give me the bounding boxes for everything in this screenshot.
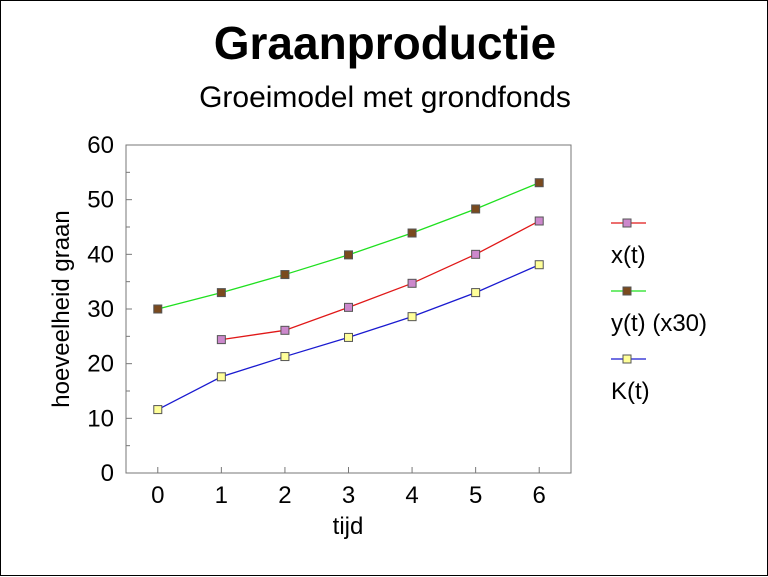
- x-axis: 0 1 2 3 4 5 6: [151, 467, 546, 509]
- series-2-point: [407, 312, 417, 322]
- series-2-point: [471, 288, 481, 298]
- series-0-point: [534, 216, 544, 226]
- series-1-point: [534, 178, 544, 188]
- series-1-point: [216, 288, 226, 298]
- y-axis-label: hoeveelheid graan: [48, 210, 75, 408]
- y-tick-label: 50: [87, 187, 114, 214]
- x-tick-label: 6: [533, 482, 546, 509]
- series-0-point: [471, 249, 481, 259]
- series-0-point: [407, 278, 417, 288]
- series-2-point: [344, 332, 353, 342]
- legend-label-0: x(t): [611, 242, 646, 269]
- legend-marker-1: [622, 286, 632, 296]
- legend-label-1: y(t) (x30): [611, 310, 707, 337]
- series-1-point: [407, 228, 417, 238]
- chart-title: Graanproductie: [214, 17, 557, 69]
- legend-label-2: K(t): [611, 378, 650, 405]
- y-tick-label: 60: [87, 132, 114, 159]
- y-tick-label: 20: [87, 351, 114, 378]
- legend-marker-2: [622, 354, 632, 364]
- series-line-0: [221, 220, 540, 341]
- y-axis: 0 10 20 30 40 50 60: [87, 132, 132, 487]
- x-tick-label: 4: [405, 482, 418, 509]
- series-1-point: [471, 204, 481, 214]
- x-tick-label: 5: [469, 482, 482, 509]
- x-tick-label: 1: [215, 482, 228, 509]
- series-2-point: [534, 260, 544, 270]
- series-1-point: [280, 270, 290, 280]
- chart-subtitle: Groeimodel met grondfonds: [199, 81, 571, 114]
- series-0-point: [216, 335, 226, 345]
- y-tick-label: 30: [87, 296, 114, 323]
- y-tick-label: 10: [87, 405, 114, 432]
- series-1-point: [153, 304, 163, 314]
- x-axis-label: tijd: [333, 513, 364, 540]
- series-2-point: [216, 372, 226, 382]
- series-1-point: [344, 250, 353, 260]
- series-0-point: [280, 325, 290, 335]
- y-tick-label: 0: [101, 460, 114, 487]
- x-tick-label: 2: [278, 482, 291, 509]
- y-tick-label: 40: [87, 241, 114, 268]
- series-0-point: [344, 302, 353, 312]
- x-tick-label: 3: [342, 482, 355, 509]
- series-layer: [153, 178, 544, 415]
- x-tick-label: 0: [151, 482, 164, 509]
- legend: x(t) y(t) (x30) K(t): [611, 218, 707, 405]
- legend-marker-0: [622, 218, 632, 228]
- series-2-point: [153, 405, 163, 415]
- series-2-point: [280, 352, 290, 362]
